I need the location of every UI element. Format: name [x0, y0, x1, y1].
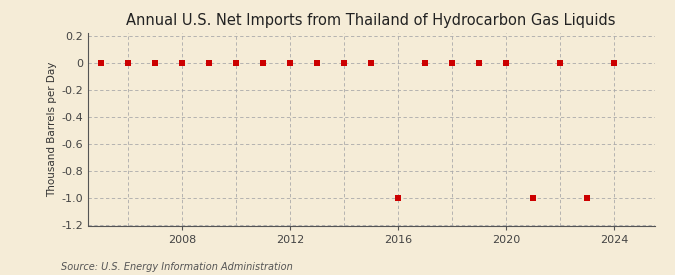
Y-axis label: Thousand Barrels per Day: Thousand Barrels per Day — [47, 62, 57, 197]
Text: Source: U.S. Energy Information Administration: Source: U.S. Energy Information Administ… — [61, 262, 292, 272]
Title: Annual U.S. Net Imports from Thailand of Hydrocarbon Gas Liquids: Annual U.S. Net Imports from Thailand of… — [126, 13, 616, 28]
